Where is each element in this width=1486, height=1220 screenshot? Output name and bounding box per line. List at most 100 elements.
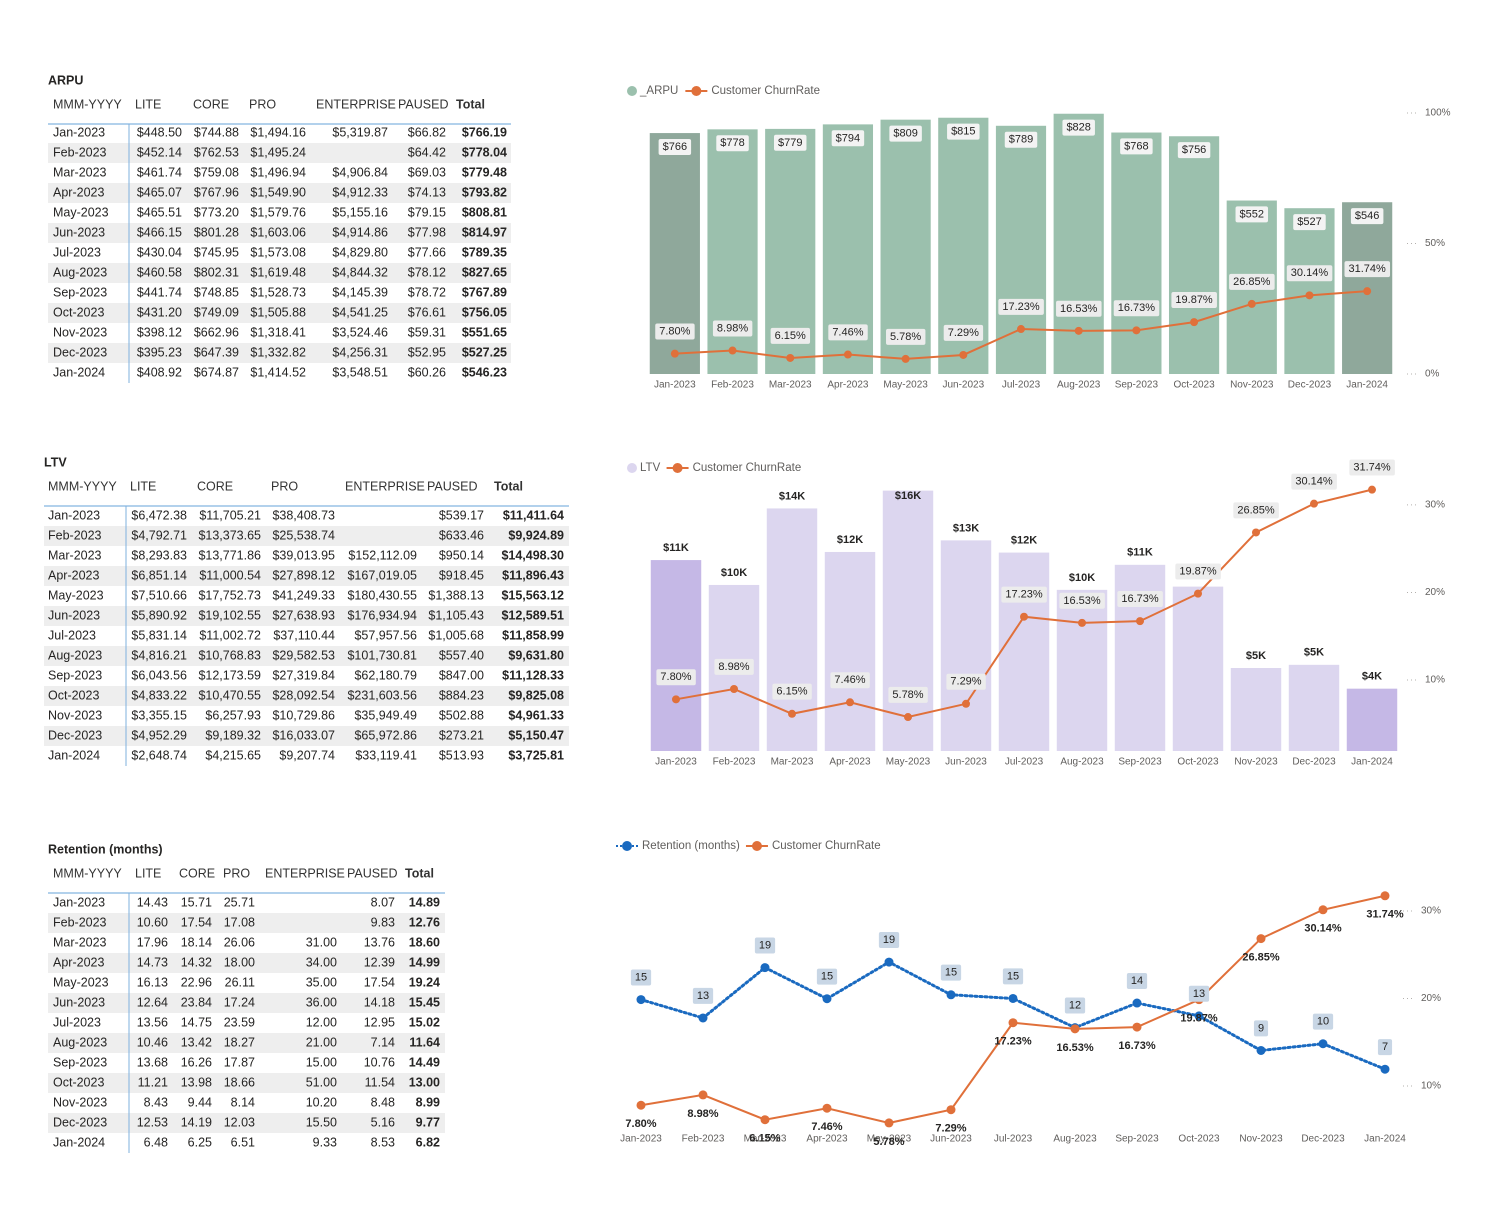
data-label: 5.78% [890,331,921,343]
point [962,699,970,708]
table-cell: 10.60 [137,915,168,929]
table-cell: $11,858.99 [502,628,564,642]
data-label: 6.15% [775,330,806,342]
row-label: Sep-2023 [48,668,102,682]
table-cell: $37,110.44 [273,628,335,642]
row-label: Aug-2023 [53,1035,107,1049]
data-label: 8.98% [718,661,749,673]
x-tick-label: Jul-2023 [994,1134,1033,1145]
table-cell: $3,548.51 [332,365,388,379]
legend-label: Customer ChurnRate [711,85,820,97]
data-label: $809 [893,128,917,140]
point [1008,1018,1018,1028]
table-cell: $27,638.93 [272,608,335,622]
point [1256,1045,1266,1055]
bar [1172,586,1224,751]
y2-tick-label: 20% [1421,993,1441,1004]
data-label-box [770,327,811,344]
table-cell: 13.76 [364,935,395,949]
point [884,957,894,967]
table-cell: $4,829.80 [332,245,388,259]
column-header: Total [456,97,485,111]
x-tick-label: Nov-2023 [1239,1134,1283,1145]
data-label: 7.46% [832,326,863,338]
table-cell: $60.26 [408,365,446,379]
table-cell: $27,319.84 [272,668,335,682]
data-label-box [1229,273,1275,290]
bar [1230,667,1282,751]
bar [1284,208,1335,374]
legend-label: Customer ChurnRate [693,462,802,474]
bar [1168,136,1220,374]
x-tick-label: Aug-2023 [1060,757,1104,768]
data-label: 16.53% [1063,595,1101,607]
data-label: 7.80% [659,326,690,338]
x-tick-label: Apr-2023 [806,1134,848,1145]
data-label-box [878,931,900,948]
x-tick-label: Jan-2024 [1351,757,1393,768]
point [904,713,912,722]
table-cell: 17.87 [224,1055,255,1069]
data-label-box [716,135,749,152]
table-cell: 36.00 [306,995,337,1009]
data-label-box [1117,591,1163,608]
data-label: $16K [895,490,921,502]
x-tick-label: Oct-2023 [1177,757,1219,768]
data-label: 12 [1069,1000,1081,1012]
table-cell: $11,002.72 [199,628,261,642]
row-band [48,1073,445,1093]
table-cell: 18.66 [224,1075,255,1089]
point [884,1118,894,1128]
table-cell: 9.83 [371,915,395,929]
table-cell: 13.98 [181,1075,212,1089]
data-label: $828 [1066,122,1090,134]
table-cell: $4,961.33 [508,708,564,722]
point [1136,617,1144,626]
table-cell: $3,355.15 [131,708,187,722]
y2-tick-label: 30% [1421,906,1441,917]
table-cell: $25,538.74 [272,528,335,542]
legend-marker [751,841,762,851]
table-cell: 8.07 [371,895,395,909]
table-cell: $35,949.49 [354,708,417,722]
row-label: Nov-2023 [53,325,107,339]
x-tick-label: Dec-2023 [1301,1134,1345,1145]
table-cell: $1,579.76 [250,205,306,219]
table-cell: $633.46 [439,528,484,542]
x-tick-label: May-2023 [883,380,928,391]
table-cell: $4,906.84 [332,165,388,179]
data-label-box [692,987,714,1004]
point [760,1115,770,1125]
point [1132,1022,1142,1032]
row-label: May-2023 [53,975,109,989]
table-cell: $5,831.14 [131,628,187,642]
row-label: Jun-2023 [53,995,105,1009]
table-cell: $847.00 [439,668,484,682]
point [1194,1011,1204,1021]
table-cell: 7.14 [371,1035,395,1049]
table-cell: 12.00 [306,1015,337,1029]
column-header: PAUSED [347,866,397,880]
table-cell: $2,648.74 [131,748,187,762]
column-header: PAUSED [427,479,477,493]
table-cell: $441.74 [137,285,182,299]
table-cell: 6.25 [188,1135,212,1149]
y2-tick-label: 30% [1425,500,1445,511]
table-cell: 14.75 [181,1015,212,1029]
x-tick-label: Oct-2023 [1178,1134,1220,1145]
data-label: 16.73% [1118,1040,1156,1052]
point [728,346,737,355]
x-tick-label: Dec-2023 [1288,380,1332,391]
table-cell: $6,472.38 [131,508,187,522]
row-label: Jan-2024 [53,1135,105,1149]
row-label: Jul-2023 [48,628,96,642]
data-label: 14 [1131,975,1143,987]
table-cell: $10,470.55 [198,688,261,702]
point [730,684,738,693]
row-label: Nov-2023 [48,708,102,722]
data-label: 6.15% [749,1133,780,1145]
data-label: $779 [778,137,802,149]
table-cell: $28,092.54 [272,688,335,702]
x-tick-label: Oct-2023 [1174,380,1216,391]
row-label: Sep-2023 [53,1055,107,1069]
